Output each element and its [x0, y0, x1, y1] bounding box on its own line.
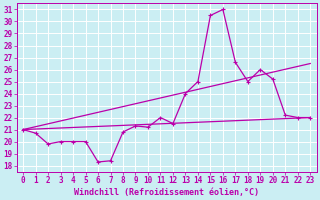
X-axis label: Windchill (Refroidissement éolien,°C): Windchill (Refroidissement éolien,°C): [74, 188, 259, 197]
